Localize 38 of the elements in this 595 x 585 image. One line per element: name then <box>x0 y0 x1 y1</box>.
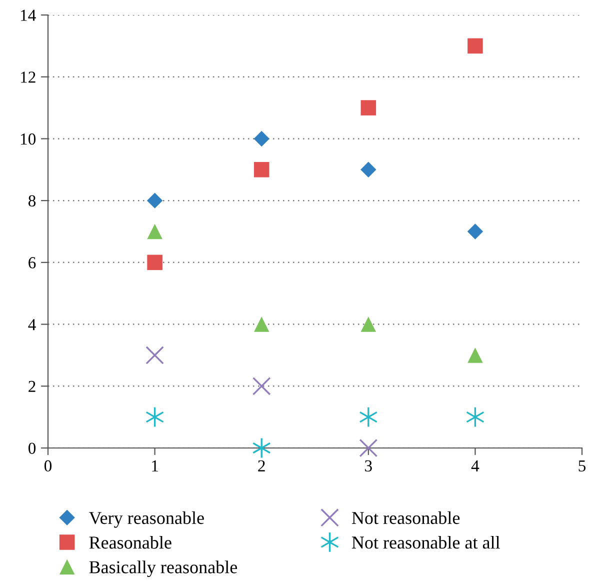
point <box>468 38 483 54</box>
point <box>467 224 484 240</box>
point <box>146 346 164 364</box>
point <box>466 406 484 428</box>
legend-label: Not reasonable at all <box>352 536 500 549</box>
x-tick-label: 0 <box>44 460 52 472</box>
legend-label: Very reasonable <box>88 511 204 528</box>
x-tick-label: 3 <box>365 460 372 472</box>
y-tick-label: 8 <box>28 195 36 207</box>
point <box>254 162 270 178</box>
y-tick-label: 0 <box>28 442 36 454</box>
x-tick-label: 5 <box>578 460 586 472</box>
y-tick-label: 2 <box>28 380 36 392</box>
legend-label: Not reasonable <box>352 511 460 524</box>
point <box>360 316 376 332</box>
y-tick-label: 14 <box>20 10 36 21</box>
point <box>359 438 378 458</box>
x-tick-label: 2 <box>258 460 265 472</box>
point <box>146 406 164 428</box>
x-tick-label: 4 <box>471 460 480 472</box>
point <box>360 100 376 116</box>
point <box>359 406 378 428</box>
legend-label: Basically reasonable <box>89 560 238 578</box>
point <box>252 437 271 459</box>
point <box>146 192 163 208</box>
legend-label: Reasonable <box>89 536 172 549</box>
point <box>360 162 376 178</box>
point <box>147 254 162 270</box>
y-tick-label: 6 <box>28 257 36 268</box>
y-tick-label: 12 <box>20 72 36 83</box>
point <box>254 130 270 147</box>
point <box>468 348 483 363</box>
y-tick-label: 4 <box>28 319 36 330</box>
point <box>147 224 162 240</box>
point <box>252 376 271 396</box>
y-tick-label: 10 <box>20 133 36 145</box>
x-tick-label: 1 <box>152 460 158 472</box>
point <box>254 316 270 332</box>
